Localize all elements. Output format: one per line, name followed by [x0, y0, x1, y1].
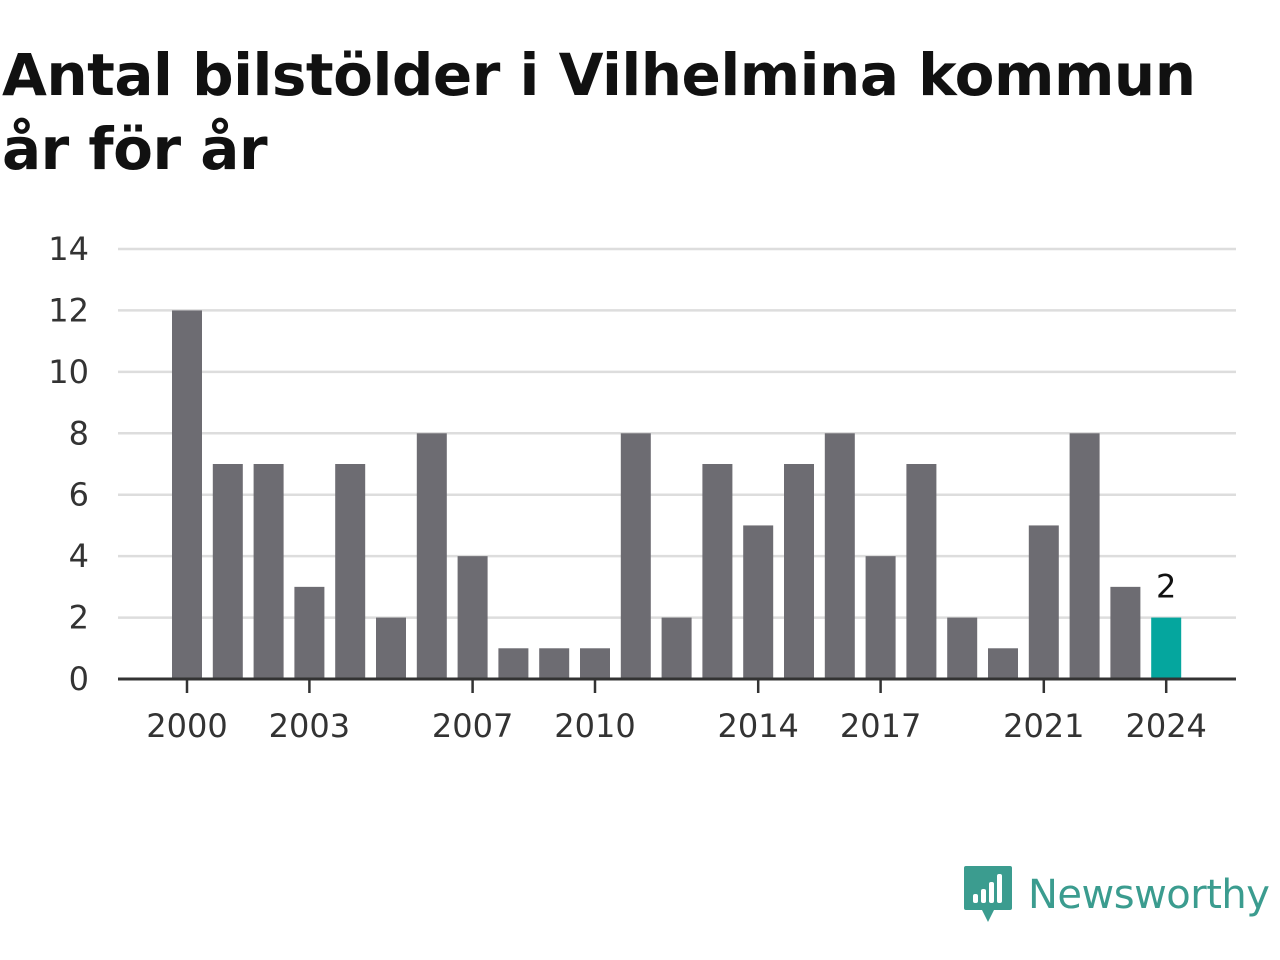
bar-2005: [376, 617, 406, 679]
bar-2014: [743, 525, 774, 679]
bar-2000: [172, 310, 202, 679]
y-tick-label: 8: [69, 414, 89, 452]
bar-2024: [1151, 617, 1182, 679]
bar-2020: [988, 648, 1018, 679]
y-tick-label: 2: [69, 599, 89, 637]
bar-2004: [335, 464, 366, 679]
bar-2022: [1069, 433, 1100, 679]
y-tick-label: 10: [48, 353, 89, 391]
x-tick-label: 2000: [146, 707, 227, 745]
bar-2003: [294, 586, 325, 679]
x-tick-label: 2014: [717, 707, 798, 745]
y-tick-label: 14: [48, 230, 89, 268]
bar-2011: [620, 433, 651, 679]
bar-2012: [661, 617, 692, 679]
x-axis-ticks: 2000 2003 2007 2010 2014 2017 2021 2024: [146, 679, 1207, 745]
y-axis-ticks: 0 2 4 6 8 10 12 14: [48, 230, 89, 698]
newsworthy-logo-icon: [964, 866, 1012, 922]
brand-name: Newsworthy: [1028, 872, 1270, 918]
bar-2015: [784, 464, 814, 679]
bar-2010: [580, 648, 610, 679]
bar-2001: [212, 464, 243, 679]
chart-title: Antal bilstölder i Vilhelmina kommun år …: [2, 41, 1196, 183]
data-label-2024: 2: [1156, 568, 1176, 606]
bars: [172, 310, 1182, 679]
bar-2018: [906, 464, 937, 679]
bar-2006: [416, 433, 447, 679]
gridlines: [118, 247, 1236, 619]
bar-2016: [824, 433, 855, 679]
bar-2013: [702, 464, 733, 679]
y-tick-label: 12: [48, 291, 89, 329]
bar-2008: [498, 648, 529, 679]
x-tick-label: 2003: [269, 707, 350, 745]
bar-2002: [253, 464, 284, 679]
bar-2019: [947, 617, 978, 679]
bar-2021: [1028, 525, 1059, 679]
y-tick-label: 0: [69, 660, 89, 698]
data-labels: 2: [1156, 568, 1176, 606]
x-tick-label: 2021: [1003, 707, 1084, 745]
bar-2007: [457, 556, 488, 679]
x-tick-label: 2007: [432, 707, 513, 745]
x-tick-label: 2010: [554, 707, 635, 745]
bar-2017: [865, 556, 896, 679]
bar-2009: [539, 648, 570, 679]
x-tick-label: 2024: [1125, 707, 1206, 745]
bar-2023: [1110, 586, 1141, 679]
x-tick-label: 2017: [840, 707, 921, 745]
y-tick-label: 6: [69, 476, 89, 514]
y-tick-label: 4: [69, 537, 89, 575]
brand-logo: Newsworthy: [962, 862, 1270, 928]
